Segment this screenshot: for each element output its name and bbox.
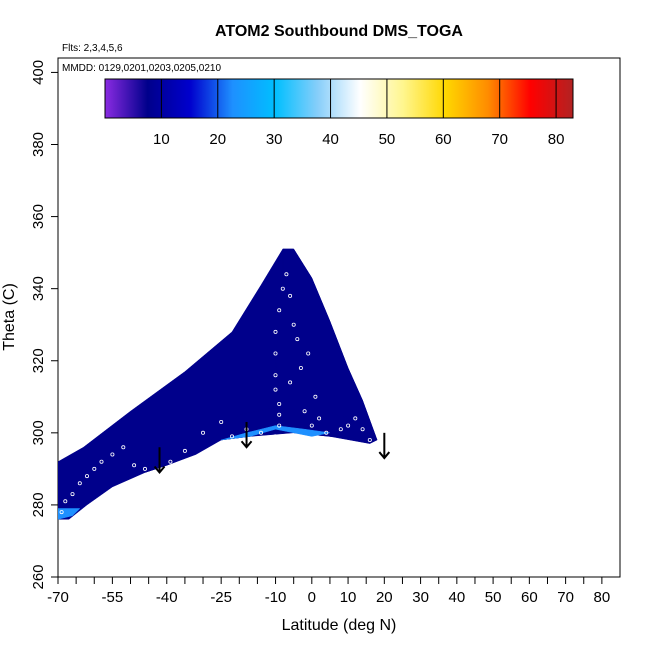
sample-point-36 xyxy=(331,437,336,442)
sample-point-40 xyxy=(360,427,365,432)
x-tick-label-70: 70 xyxy=(557,589,574,606)
x-axis-label: Latitude (deg N) xyxy=(282,617,397,634)
sample-point-25 xyxy=(273,351,278,356)
x-tick-label--10: -10 xyxy=(265,589,287,606)
sample-point-35 xyxy=(324,430,329,435)
x-tick-label-60: 60 xyxy=(521,589,538,606)
sample-point-13 xyxy=(182,448,187,453)
sample-point-42 xyxy=(302,409,307,414)
y-tick-label-320: 320 xyxy=(30,348,47,373)
sample-point-41 xyxy=(367,437,372,442)
sample-point-44 xyxy=(298,365,303,370)
y-axis: 260 280 300 320 340 360 380 400 xyxy=(30,60,58,590)
colorbar-tick-label-20: 20 xyxy=(209,131,226,148)
x-tick-label-50: 50 xyxy=(485,589,502,606)
x-tick-label-20: 20 xyxy=(376,589,393,606)
colorbar-tick-label-30: 30 xyxy=(266,131,283,148)
sample-point-15 xyxy=(219,419,224,424)
colorbar-tick-label-40: 40 xyxy=(322,131,339,148)
sample-point-37 xyxy=(338,427,343,432)
y-tick-label-360: 360 xyxy=(30,204,47,229)
sample-point-5 xyxy=(92,466,97,471)
y-tick-label-340: 340 xyxy=(30,276,47,301)
sample-point-46 xyxy=(313,394,318,399)
dates-subtitle: MMDD: 0129,0201,0203,0205,0210 xyxy=(62,63,221,74)
sample-point-9 xyxy=(132,463,137,468)
sample-point-14 xyxy=(200,430,205,435)
sample-point-2 xyxy=(70,492,75,497)
sample-point-45 xyxy=(306,351,311,356)
sample-point-34 xyxy=(317,416,322,421)
sample-point-21 xyxy=(277,412,282,417)
sample-point-22 xyxy=(277,401,282,406)
arrow-marker-1 xyxy=(240,422,253,449)
plot-frame xyxy=(57,57,621,578)
x-tick-label-30: 30 xyxy=(412,589,429,606)
colorbar-tick-label-60: 60 xyxy=(435,131,452,148)
colorbar-tick-label-10: 10 xyxy=(153,131,170,148)
sample-point-7 xyxy=(110,452,115,457)
sample-point-18 xyxy=(258,430,263,435)
x-axis: -70 -55 -40 -25 -10 0 10 20 30 40 50 60 70 80 xyxy=(47,577,610,606)
flights-subtitle: Flts: 2,3,4,5,6 xyxy=(62,43,123,54)
sample-point-1 xyxy=(63,499,68,504)
x-tick-label-10: 10 xyxy=(340,589,357,606)
field-region-1 xyxy=(275,248,378,441)
y-tick-label-400: 400 xyxy=(30,60,47,85)
colorbar-tick-label-70: 70 xyxy=(491,131,508,148)
sample-point-0 xyxy=(59,510,64,515)
sample-point-39 xyxy=(353,416,358,421)
sample-point-28 xyxy=(280,286,285,291)
x-tick-label--55: -55 xyxy=(102,589,124,606)
sample-point-30 xyxy=(288,293,293,298)
colorbar-tick-label-50: 50 xyxy=(379,131,396,148)
sample-point-3 xyxy=(77,481,82,486)
sample-point-24 xyxy=(273,373,278,378)
sample-point-10 xyxy=(142,466,147,471)
x-tick-label-0: 0 xyxy=(308,589,316,606)
y-tick-label-260: 260 xyxy=(30,564,47,589)
sample-point-32 xyxy=(295,337,300,342)
arrow-marker-0 xyxy=(153,447,166,475)
arrow-markers xyxy=(153,422,391,475)
colorbar: 10 20 30 40 50 60 70 80 xyxy=(104,78,574,148)
sample-point-23 xyxy=(273,387,278,392)
y-axis-label: Theta (C) xyxy=(1,283,18,351)
sample-point-16 xyxy=(229,434,234,439)
sample-point-31 xyxy=(291,322,296,327)
sample-point-12 xyxy=(168,459,173,464)
chart-title: ATOM2 Southbound DMS_TOGA xyxy=(215,23,463,40)
sample-points xyxy=(59,272,372,515)
sample-point-6 xyxy=(99,459,104,464)
colorbar-ticks: 10 20 30 40 50 60 70 80 xyxy=(153,79,564,148)
y-tick-label-300: 300 xyxy=(30,420,47,445)
sample-point-4 xyxy=(85,474,90,479)
field-region-6 xyxy=(58,508,81,520)
sample-point-20 xyxy=(277,423,282,428)
x-tick-label-40: 40 xyxy=(448,589,465,606)
sample-point-38 xyxy=(346,423,351,428)
sample-point-11 xyxy=(153,470,158,475)
sample-point-8 xyxy=(121,445,126,450)
colorbar-gradient xyxy=(104,78,574,119)
sample-point-29 xyxy=(284,272,289,277)
field-region-4 xyxy=(129,457,185,473)
heatmap-field xyxy=(58,248,378,520)
arrow-marker-2 xyxy=(378,432,391,460)
sample-point-33 xyxy=(309,423,314,428)
y-tick-label-280: 280 xyxy=(30,492,47,517)
sample-point-19 xyxy=(273,434,278,439)
x-tick-label-80: 80 xyxy=(594,589,611,606)
x-tick-label--25: -25 xyxy=(210,589,232,606)
colorbar-tick-label-80: 80 xyxy=(548,131,565,148)
sample-point-26 xyxy=(273,329,278,334)
sample-point-43 xyxy=(288,380,293,385)
x-tick-label--40: -40 xyxy=(156,589,178,606)
sample-point-27 xyxy=(277,308,282,313)
x-tick-label--70: -70 xyxy=(47,589,69,606)
y-tick-label-380: 380 xyxy=(30,132,47,157)
